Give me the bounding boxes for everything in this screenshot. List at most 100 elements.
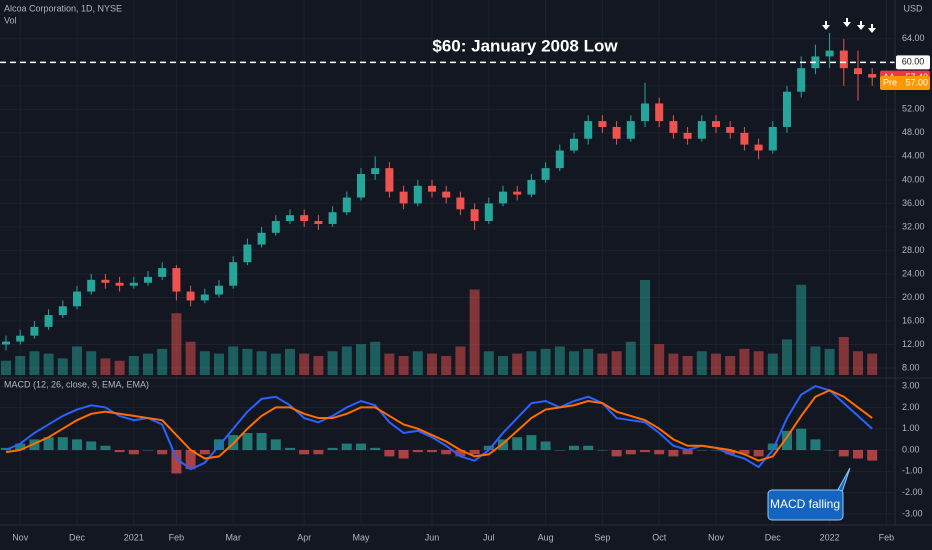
histogram-bar [128,450,139,455]
volume-bar [512,353,523,375]
candle-body [101,279,110,283]
arrow [868,24,876,33]
histogram-bar [725,450,736,455]
volume-bar [398,356,409,375]
arrows [822,18,876,33]
y-tick-label: 64.00 [902,33,925,43]
volume-bar [114,360,125,375]
volume-bar [640,280,650,375]
volume-bar [682,356,693,375]
level-note: $60: January 2008 Low [432,36,618,55]
histogram-bar [540,441,551,451]
candle-body [16,335,25,342]
volume-bar [327,351,338,375]
candle-body [669,121,678,133]
macd-title: MACD (12, 26, close, 9, EMA, EMA) [4,379,149,389]
histogram-bar [398,450,409,459]
candle-body [30,326,39,336]
histogram-bar [86,441,97,451]
histogram-bar [625,450,636,455]
volume-bar [100,358,111,375]
volume-bar [824,348,835,375]
candle-body [442,191,451,198]
arrow [822,21,830,30]
y-tick-label: -3.00 [902,508,923,518]
histogram-bar [185,450,196,470]
candle-body [144,276,152,283]
volume-bar [256,351,267,375]
histogram-bar [640,450,650,453]
volume-bar [86,351,97,375]
histogram-bar [597,450,608,451]
histogram-bar [270,439,281,451]
x-tick-label: Mar [225,532,241,542]
candle-body [399,191,408,204]
histogram-bar [441,450,452,455]
volume-bar [199,351,210,375]
volume-bar [838,337,849,375]
histogram-bar [72,439,82,451]
volume-bar [583,348,594,375]
volume-bar [29,351,40,375]
x-tick-label: Sep [594,532,610,542]
candle-body [555,150,564,169]
candle-body [73,291,81,307]
candle-body [271,221,280,233]
volume-bar [782,339,792,375]
volume-bar [867,353,878,375]
volume-bar [214,353,224,375]
candle-body [186,291,195,301]
y-tick-label: 52.00 [902,104,925,114]
volume-bar [654,344,665,375]
x-tick-label: Feb [169,532,185,542]
histogram-bar [299,450,310,455]
callout [767,489,844,521]
volume-bar [313,356,324,375]
volume-bar [853,351,863,375]
histogram-bar [57,437,68,451]
volume-bar [739,348,750,375]
histogram-bar [313,450,324,455]
level-label: 60.00 [902,57,925,67]
candle-body [229,262,238,286]
candle-body [868,74,877,78]
histogram-bar [512,437,523,451]
candle-body [499,191,507,204]
candle-body [286,215,294,222]
candle-body [470,209,479,222]
histogram-bar [199,450,210,455]
y-tick-label: 36.00 [902,198,925,208]
candle-body [655,103,664,122]
volume-label: Vol [4,15,17,25]
y-tick-label: 12.00 [902,339,925,349]
histogram-bar [853,450,863,459]
histogram-bar [611,450,622,457]
level-tag [896,55,930,70]
histogram-bar [796,428,807,451]
histogram-bar [583,445,594,451]
volume-bar [285,348,295,375]
histogram-bar [654,450,665,455]
volume-bar [143,353,153,375]
volume-bar [753,351,764,375]
volume-bar [341,346,352,375]
x-tick-label: Nov [12,532,29,542]
y-tick-label: 0.00 [902,444,920,454]
candle-body [740,132,749,145]
y-tick-label: 24.00 [902,268,925,278]
grid [0,0,895,525]
histogram-bar [526,435,537,451]
volume-bar [540,348,551,375]
histogram-bar [114,450,125,453]
candle-body [200,294,209,301]
candle-body [371,168,380,175]
candle-body [754,144,763,151]
volume-bar [299,353,310,375]
histogram-bar [256,432,267,451]
y-tick-label: 40.00 [902,174,925,184]
histogram-bar [483,445,494,451]
currency: USD [903,3,923,13]
candle-body [87,279,96,292]
volume-bar [469,289,480,375]
